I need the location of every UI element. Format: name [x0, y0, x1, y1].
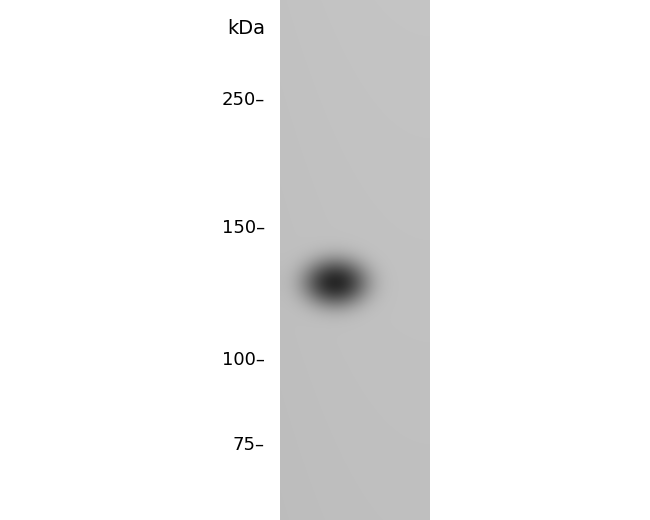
Text: 75–: 75–: [233, 436, 265, 454]
Text: kDa: kDa: [227, 19, 265, 37]
Text: 100–: 100–: [222, 351, 265, 369]
Text: 250–: 250–: [222, 91, 265, 109]
Text: 150–: 150–: [222, 219, 265, 237]
